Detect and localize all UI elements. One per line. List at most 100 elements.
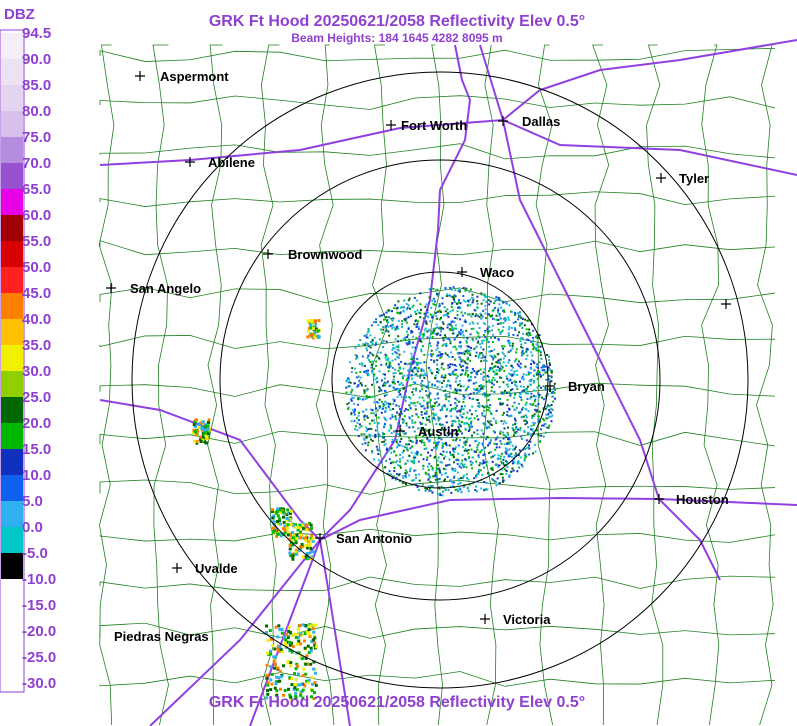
- echo: [405, 408, 407, 411]
- echo: [482, 385, 484, 388]
- echo: [454, 345, 457, 348]
- echo: [359, 339, 362, 342]
- echo: [504, 319, 507, 322]
- echo: [521, 347, 524, 350]
- echo: [513, 434, 515, 437]
- echo: [502, 326, 505, 328]
- echo: [516, 334, 519, 337]
- echo: [520, 463, 523, 466]
- echo: [403, 387, 405, 390]
- echo: [424, 305, 427, 308]
- echo: [441, 382, 444, 385]
- echo: [476, 387, 479, 390]
- echo: [541, 369, 544, 372]
- echo: [384, 324, 387, 327]
- echo: [442, 339, 445, 342]
- echo: [482, 359, 485, 362]
- echo: [295, 642, 299, 646]
- echo: [459, 346, 462, 349]
- echo: [510, 365, 513, 368]
- echo: [462, 446, 465, 449]
- echo: [459, 439, 461, 442]
- echo: [466, 375, 469, 378]
- echo: [427, 394, 430, 397]
- echo: [412, 371, 415, 373]
- echo: [394, 417, 397, 420]
- county-line: [99, 240, 776, 256]
- echo: [434, 478, 437, 481]
- echo: [528, 447, 531, 450]
- legend-swatch: [1, 267, 23, 293]
- echo: [469, 333, 472, 336]
- echo: [358, 423, 361, 426]
- echo: [441, 302, 444, 305]
- echo: [359, 382, 362, 385]
- echo: [484, 312, 487, 315]
- echo: [515, 358, 518, 361]
- echo: [478, 442, 481, 444]
- echo: [468, 349, 471, 352]
- echo: [507, 434, 510, 437]
- echo: [452, 449, 455, 452]
- echo: [371, 363, 374, 366]
- echo: [435, 423, 438, 425]
- echo: [486, 460, 489, 463]
- echo: [436, 380, 439, 383]
- echo: [447, 315, 450, 318]
- echo: [424, 327, 427, 330]
- legend-swatch: [1, 553, 23, 579]
- echo: [540, 375, 543, 378]
- echo: [371, 360, 374, 363]
- echo: [359, 376, 362, 379]
- echo: [415, 368, 418, 371]
- echo: [309, 649, 313, 653]
- echo: [397, 433, 400, 436]
- echo: [426, 330, 429, 333]
- echo: [522, 415, 525, 418]
- echo: [476, 429, 479, 432]
- echo: [451, 407, 453, 410]
- echo: [548, 368, 551, 371]
- echo: [521, 326, 524, 329]
- echo: [462, 336, 465, 339]
- echo: [386, 447, 388, 450]
- echo: [450, 415, 453, 418]
- echo: [350, 412, 353, 415]
- echo: [493, 454, 496, 457]
- echo: [436, 371, 439, 373]
- echo: [462, 364, 465, 367]
- echo: [377, 401, 380, 404]
- echo: [477, 356, 480, 359]
- echo: [301, 674, 305, 678]
- echo: [371, 343, 374, 346]
- echo: [401, 375, 404, 378]
- echo: [444, 287, 447, 289]
- echo: [449, 310, 452, 313]
- echo: [401, 475, 404, 478]
- echo: [436, 344, 439, 347]
- echo: [207, 418, 211, 422]
- echo: [468, 352, 471, 355]
- echo: [474, 315, 477, 318]
- echo: [537, 418, 540, 421]
- legend-frame: [0, 29, 25, 693]
- county-line: [99, 622, 776, 639]
- echo: [401, 320, 404, 323]
- echo: [265, 631, 269, 635]
- echo: [530, 403, 533, 406]
- echo: [527, 371, 530, 374]
- echo: [375, 318, 378, 321]
- echo: [491, 382, 494, 385]
- echo: [410, 459, 413, 462]
- echo: [515, 369, 518, 372]
- echo: [455, 390, 458, 393]
- echo: [459, 385, 462, 388]
- echo: [370, 324, 373, 327]
- echo: [495, 446, 498, 449]
- echo: [529, 366, 532, 369]
- echo: [501, 403, 504, 405]
- interstate: [249, 44, 472, 726]
- echo: [460, 415, 463, 418]
- echo: [366, 349, 369, 352]
- echo: [395, 307, 398, 310]
